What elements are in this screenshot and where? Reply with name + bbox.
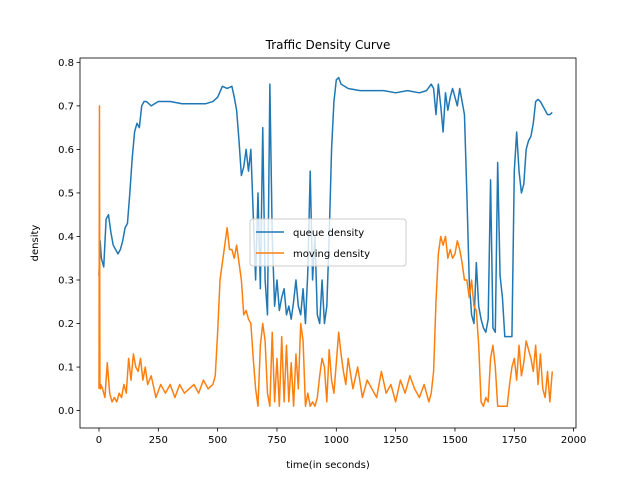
y-tick-label: 0.0 — [58, 406, 74, 417]
y-tick-label: 0.1 — [58, 363, 74, 374]
x-tick-label: 500 — [208, 435, 227, 446]
x-tick-label: 750 — [267, 435, 286, 446]
x-axis-ticks: 0 250 500 750 1000 1250 1500 1750 2000 — [96, 428, 586, 446]
series-line-moving-density — [98, 105, 554, 407]
x-tick-label: 2000 — [561, 435, 586, 446]
x-tick-label: 0 — [96, 435, 102, 446]
y-tick-label: 0.3 — [58, 276, 74, 287]
y-tick-label: 0.6 — [58, 145, 74, 156]
x-tick-label: 1000 — [324, 435, 349, 446]
legend: queue density moving density — [249, 218, 407, 267]
legend-label: moving density — [293, 249, 370, 260]
x-tick-label: 1500 — [442, 435, 467, 446]
y-axis-label: density — [30, 225, 41, 262]
x-axis-label: time(in seconds) — [286, 460, 370, 471]
axes-frame — [79, 57, 577, 429]
x-tick-label: 250 — [149, 435, 168, 446]
y-axis-ticks: 0.0 0.1 0.2 0.3 0.4 0.5 0.6 0.7 0.8 — [58, 58, 80, 417]
x-tick-label: 1750 — [502, 435, 527, 446]
x-tick-label: 1250 — [383, 435, 408, 446]
plot-area — [98, 76, 554, 407]
y-tick-label: 0.5 — [58, 188, 74, 199]
chart-title: Traffic Density Curve — [265, 38, 391, 52]
y-tick-label: 0.7 — [58, 101, 74, 112]
y-tick-label: 0.2 — [58, 319, 74, 330]
legend-box — [249, 218, 407, 267]
y-tick-label: 0.4 — [58, 232, 74, 243]
legend-label: queue density — [293, 228, 364, 239]
y-tick-label: 0.8 — [58, 58, 74, 69]
series-line-queue-density — [98, 76, 553, 338]
